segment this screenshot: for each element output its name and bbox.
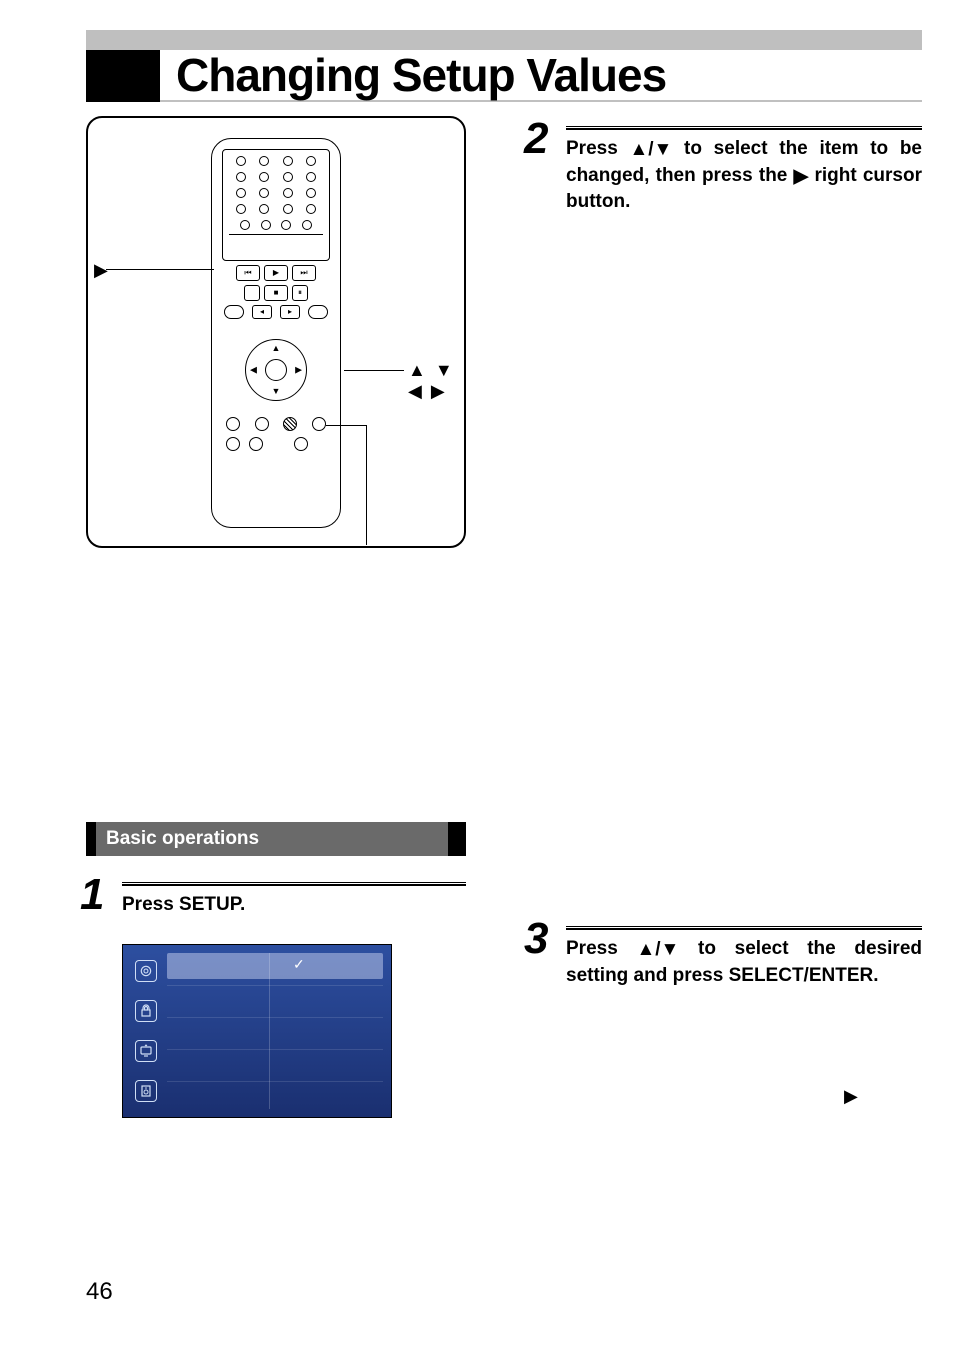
callout-play-label: ▶ — [94, 260, 108, 281]
step-2-number: 2 — [524, 114, 548, 164]
btn-a-icon — [224, 305, 244, 319]
page-number: 46 — [86, 1278, 113, 1306]
remote-top-grid — [222, 149, 330, 261]
play-arrow-icon: ▶ — [844, 1086, 858, 1107]
callout-line-dpad — [344, 370, 404, 371]
section-basic-operations: Basic operations — [86, 822, 466, 856]
step-1-rule — [122, 882, 466, 886]
title-accent-block — [86, 50, 160, 102]
play-icon: ▶ — [264, 265, 288, 281]
remote-transport: ⏮ ▶ ⏭ ■ ⏸ ◂ ▸ — [222, 265, 330, 319]
checkmark-icon: ✓ — [293, 956, 305, 973]
header-bar — [86, 30, 922, 50]
dpad: ▲▼◀▶ — [245, 339, 307, 401]
disc-icon: ⊚ — [135, 960, 157, 982]
up-down-arrows-icon: ▲/▼ — [636, 937, 679, 963]
remote-body: ⏮ ▶ ⏭ ■ ⏸ ◂ ▸ ▲▼◀▶ — [211, 138, 341, 528]
step-3-text: Press ▲/▼ to select the desired setting … — [566, 936, 922, 988]
remote-bottom-buttons — [226, 417, 326, 457]
callout-dpad-label: ▲ ▼ ◀ ▶ — [408, 360, 464, 402]
remote-illustration-frame: ⏮ ▶ ⏭ ■ ⏸ ◂ ▸ ▲▼◀▶ ▶ ▲ — [86, 116, 466, 548]
speaker-icon — [135, 1080, 157, 1102]
step-3-number: 3 — [524, 914, 548, 964]
callout-line-setup-v — [366, 425, 367, 545]
step-1-text: Press SETUP. — [122, 892, 466, 918]
btn-d-icon — [308, 305, 328, 319]
setup-menu-sidebar: ⊚ — [129, 951, 163, 1111]
callout-line-setup — [326, 425, 366, 426]
section-title: Basic operations — [96, 822, 448, 856]
setup-menu-illustration: ⊚ ✓ — [122, 944, 392, 1118]
lock-icon — [135, 1000, 157, 1022]
up-down-arrows-icon: ▲/▼ — [629, 137, 672, 163]
btn-b-icon: ◂ — [252, 305, 272, 319]
setup-button-icon — [283, 417, 297, 431]
btn-c-icon: ▸ — [280, 305, 300, 319]
page-title: Changing Setup Values — [176, 48, 666, 102]
stop-icon: ■ — [264, 285, 288, 301]
step-2-rule — [566, 126, 922, 130]
prev-icon: ⏮ — [236, 265, 260, 281]
step-1-number: 1 — [80, 870, 104, 920]
setup-menu-highlight — [167, 953, 383, 979]
next-icon: ⏭ — [292, 265, 316, 281]
step-2-text: Press ▲/▼ to select the item to be chang… — [566, 136, 922, 215]
right-arrow-icon: ▶ — [794, 164, 809, 190]
blank-icon — [244, 285, 260, 301]
step-2-pre: Press — [566, 138, 629, 159]
pause-icon: ⏸ — [292, 285, 308, 301]
callout-line-play — [106, 269, 214, 270]
step-3-rule — [566, 926, 922, 930]
step-3-pre: Press — [566, 938, 636, 959]
setup-menu-divider — [269, 953, 270, 1109]
display-icon — [135, 1040, 157, 1062]
